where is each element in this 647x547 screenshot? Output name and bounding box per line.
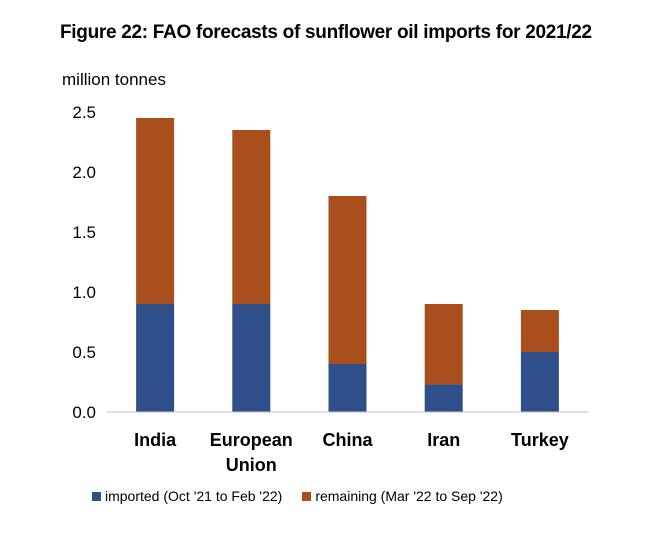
legend-label-remaining: remaining (Mar '22 to Sep '22)	[315, 488, 503, 504]
bars	[136, 118, 559, 412]
y-tick-label: 2.5	[72, 103, 96, 122]
y-axis-title: million tonnes	[62, 70, 166, 89]
x-tick-label: Iran	[427, 430, 460, 450]
x-tick-label-line: India	[134, 430, 177, 450]
x-tick-label-line: Union	[226, 455, 277, 475]
bar-segment-imported	[232, 304, 271, 412]
legend-item-imported: imported (Oct '21 to Feb '22)	[92, 488, 282, 504]
y-tick-label: 0.5	[72, 343, 96, 362]
x-tick-label: Turkey	[511, 430, 569, 450]
x-tick-label: European Union	[210, 430, 293, 475]
x-tick-label-line: Turkey	[511, 430, 569, 450]
y-tick-label: 0.0	[72, 403, 96, 422]
legend-swatch-imported	[92, 491, 101, 501]
x-axis-labels: India European Union China Iran Turkey	[134, 430, 569, 475]
bar-segment-remaining	[520, 310, 559, 352]
bar-segment-remaining	[328, 196, 367, 364]
chart-title: Figure 22: FAO forecasts of sunflower oi…	[60, 22, 592, 43]
legend-label-imported: imported (Oct '21 to Feb '22)	[105, 488, 283, 504]
bar-segment-imported	[424, 384, 463, 412]
bar-segment-remaining	[232, 130, 271, 304]
y-tick-label: 1.0	[72, 283, 96, 302]
x-tick-label-line: China	[322, 430, 373, 450]
x-tick-label: China	[322, 430, 373, 450]
legend-swatch-remaining	[302, 491, 312, 501]
legend: imported (Oct '21 to Feb '22) remaining …	[92, 488, 523, 504]
y-tick-label: 2.0	[72, 163, 96, 182]
bar-segment-imported	[136, 304, 175, 412]
y-axis-ticks: 0.0 0.5 1.0 1.5 2.0 2.5	[72, 103, 96, 422]
bar-segment-remaining	[424, 304, 463, 385]
x-tick-label-line: European	[210, 430, 293, 450]
bar-segment-imported	[520, 352, 559, 412]
bar-segment-remaining	[136, 118, 175, 304]
x-tick-label: India	[134, 430, 177, 450]
x-tick-label-line: Iran	[427, 430, 460, 450]
y-tick-label: 1.5	[72, 223, 96, 242]
legend-item-remaining: remaining (Mar '22 to Sep '22)	[302, 488, 503, 504]
bar-segment-imported	[328, 364, 367, 412]
